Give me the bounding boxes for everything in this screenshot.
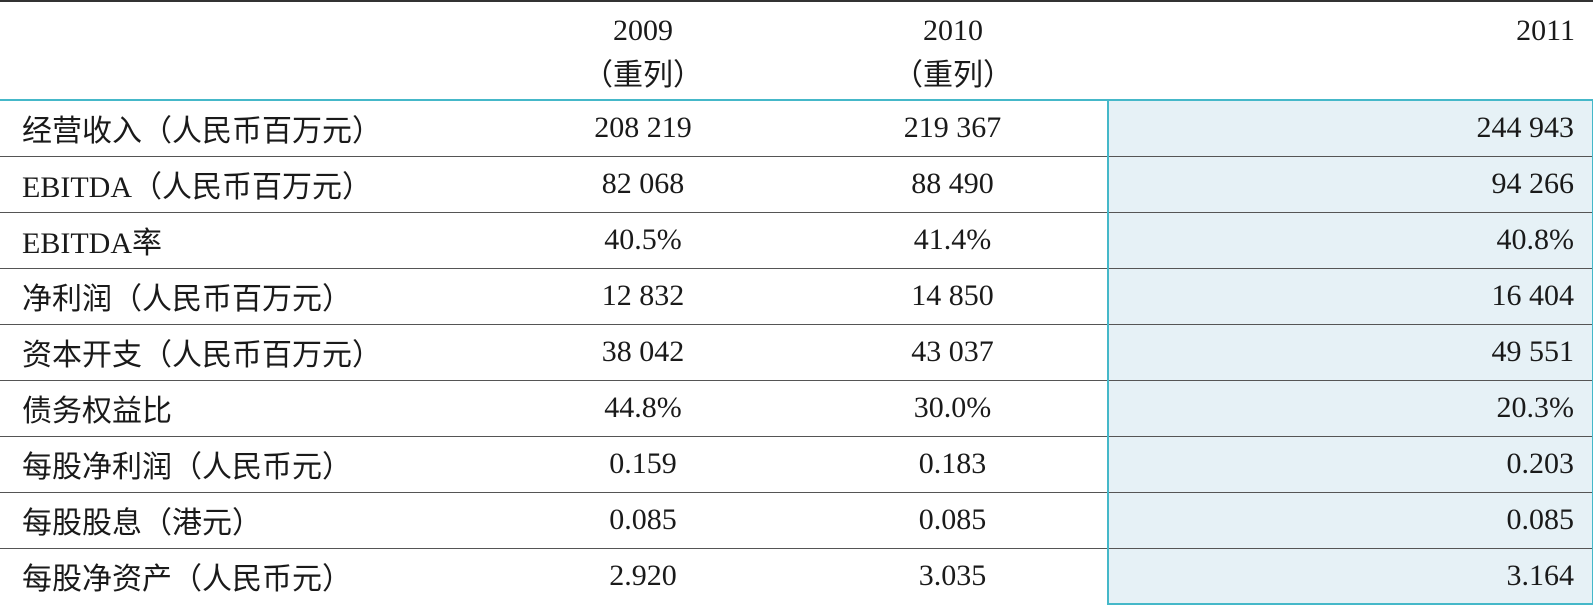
table-row: 债务权益比44.8%30.0%20.3% xyxy=(0,380,1593,436)
cell-2011: 49 551 xyxy=(1108,324,1593,380)
header-blank xyxy=(0,1,488,100)
cell-2011: 0.085 xyxy=(1108,492,1593,548)
cell-2011: 94 266 xyxy=(1108,156,1593,212)
table-header-row: 2009 （重列） 2010 （重列） 2011 xyxy=(0,1,1593,100)
cell-2009: 38 042 xyxy=(488,324,798,380)
table-row: 资本开支（人民币百万元）38 04243 03749 551 xyxy=(0,324,1593,380)
cell-2009: 40.5% xyxy=(488,212,798,268)
table-row: 每股净资产（人民币元）2.9203.0353.164 xyxy=(0,548,1593,604)
row-label: 债务权益比 xyxy=(0,380,488,436)
row-label: 每股净利润（人民币元） xyxy=(0,436,488,492)
header-note: （重列） xyxy=(583,59,703,92)
row-label: EBITDA（人民币百万元） xyxy=(0,156,488,212)
cell-2009: 0.085 xyxy=(488,492,798,548)
table-row: 净利润（人民币百万元）12 83214 85016 404 xyxy=(0,268,1593,324)
table-row: 每股股息（港元）0.0850.0850.085 xyxy=(0,492,1593,548)
header-2009: 2009 （重列） xyxy=(488,1,798,100)
header-2010: 2010 （重列） xyxy=(798,1,1108,100)
row-label: 每股股息（港元） xyxy=(0,492,488,548)
table-row: 经营收入（人民币百万元）208 219219 367244 943 xyxy=(0,100,1593,156)
row-label: 经营收入（人民币百万元） xyxy=(0,100,488,156)
row-label: EBITDA率 xyxy=(0,212,488,268)
header-year: 2011 xyxy=(1516,14,1575,47)
header-year: 2009 xyxy=(613,14,673,47)
table-row: 每股净利润（人民币元）0.1590.1830.203 xyxy=(0,436,1593,492)
cell-2009: 82 068 xyxy=(488,156,798,212)
cell-2011: 20.3% xyxy=(1108,380,1593,436)
cell-2010: 219 367 xyxy=(798,100,1108,156)
table-row: EBITDA率40.5%41.4%40.8% xyxy=(0,212,1593,268)
table-row: EBITDA（人民币百万元）82 06888 49094 266 xyxy=(0,156,1593,212)
cell-2010: 0.085 xyxy=(798,492,1108,548)
financial-table-container: 2009 （重列） 2010 （重列） 2011 经营收入（人民币百万元）208… xyxy=(0,0,1593,605)
row-label: 资本开支（人民币百万元） xyxy=(0,324,488,380)
cell-2010: 0.183 xyxy=(798,436,1108,492)
cell-2010: 41.4% xyxy=(798,212,1108,268)
financial-table: 2009 （重列） 2010 （重列） 2011 经营收入（人民币百万元）208… xyxy=(0,0,1593,605)
cell-2010: 43 037 xyxy=(798,324,1108,380)
header-year: 2010 xyxy=(923,14,983,47)
cell-2011: 3.164 xyxy=(1108,548,1593,604)
cell-2011: 16 404 xyxy=(1108,268,1593,324)
cell-2010: 3.035 xyxy=(798,548,1108,604)
row-label: 每股净资产（人民币元） xyxy=(0,548,488,604)
cell-2010: 14 850 xyxy=(798,268,1108,324)
cell-2010: 30.0% xyxy=(798,380,1108,436)
cell-2009: 44.8% xyxy=(488,380,798,436)
cell-2009: 0.159 xyxy=(488,436,798,492)
cell-2011: 244 943 xyxy=(1108,100,1593,156)
cell-2009: 2.920 xyxy=(488,548,798,604)
cell-2010: 88 490 xyxy=(798,156,1108,212)
header-2011: 2011 xyxy=(1108,1,1593,100)
cell-2009: 12 832 xyxy=(488,268,798,324)
cell-2011: 0.203 xyxy=(1108,436,1593,492)
header-note: （重列） xyxy=(893,59,1013,92)
row-label: 净利润（人民币百万元） xyxy=(0,268,488,324)
cell-2009: 208 219 xyxy=(488,100,798,156)
table-body: 经营收入（人民币百万元）208 219219 367244 943EBITDA（… xyxy=(0,100,1593,604)
cell-2011: 40.8% xyxy=(1108,212,1593,268)
